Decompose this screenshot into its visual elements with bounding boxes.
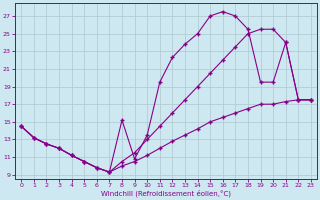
X-axis label: Windchill (Refroidissement éolien,°C): Windchill (Refroidissement éolien,°C) bbox=[101, 190, 231, 197]
